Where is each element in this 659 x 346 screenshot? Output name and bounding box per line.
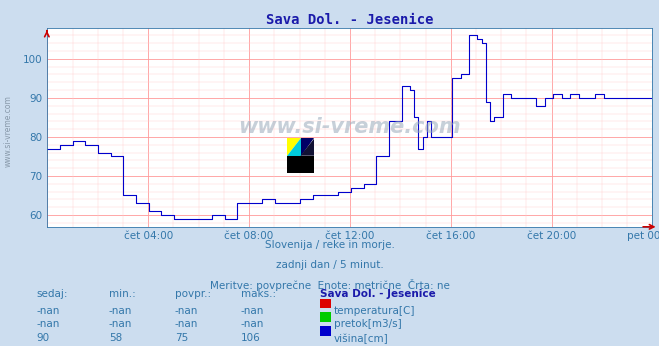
Text: -nan: -nan [241, 306, 264, 316]
Text: maks.:: maks.: [241, 289, 275, 299]
Polygon shape [287, 138, 301, 156]
Text: temperatura[C]: temperatura[C] [334, 306, 416, 316]
Text: -nan: -nan [109, 319, 132, 329]
Text: 90: 90 [36, 333, 49, 343]
Text: -nan: -nan [241, 319, 264, 329]
Text: 58: 58 [109, 333, 122, 343]
Text: višina[cm]: višina[cm] [334, 333, 389, 344]
Text: Sava Dol. - Jesenice: Sava Dol. - Jesenice [320, 289, 436, 299]
Polygon shape [287, 138, 301, 156]
Text: -nan: -nan [36, 319, 59, 329]
Polygon shape [301, 138, 314, 156]
Text: -nan: -nan [36, 306, 59, 316]
Text: -nan: -nan [175, 306, 198, 316]
Text: www.si-vreme.com: www.si-vreme.com [3, 95, 13, 167]
Text: zadnji dan / 5 minut.: zadnji dan / 5 minut. [275, 260, 384, 270]
Text: Meritve: povprečne  Enote: metrične  Črta: ne: Meritve: povprečne Enote: metrične Črta:… [210, 279, 449, 291]
Text: -nan: -nan [109, 306, 132, 316]
Text: pretok[m3/s]: pretok[m3/s] [334, 319, 402, 329]
Text: 106: 106 [241, 333, 260, 343]
Text: 75: 75 [175, 333, 188, 343]
Text: www.si-vreme.com: www.si-vreme.com [239, 117, 461, 137]
Text: povpr.:: povpr.: [175, 289, 211, 299]
Text: sedaj:: sedaj: [36, 289, 68, 299]
Polygon shape [301, 138, 314, 156]
Title: Sava Dol. - Jesenice: Sava Dol. - Jesenice [266, 12, 434, 27]
Text: min.:: min.: [109, 289, 136, 299]
Text: -nan: -nan [175, 319, 198, 329]
Text: Slovenija / reke in morje.: Slovenija / reke in morje. [264, 240, 395, 251]
Polygon shape [287, 156, 314, 173]
